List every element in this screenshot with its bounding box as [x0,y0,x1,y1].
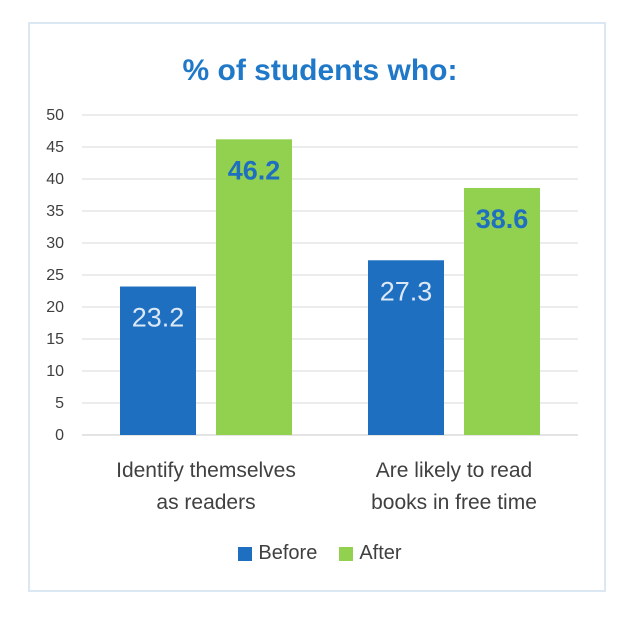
y-tick-label: 10 [46,363,64,380]
y-tick-label: 50 [46,107,64,124]
legend-swatch-after [339,546,354,561]
legend-swatch-before [238,546,253,561]
data-label-after-2: 38.6 [476,204,529,234]
y-tick-label: 45 [46,139,64,156]
bar-before-1 [120,286,196,435]
category-label-2-line-2: books in free time [371,491,537,514]
legend-item-before: Before [238,542,317,565]
bar-after-2 [464,187,540,435]
bar-before-2 [368,260,444,435]
data-label-before-1: 23.2 [132,303,185,333]
y-tick-label: 15 [46,331,64,348]
y-tick-label: 0 [55,427,64,444]
y-tick-label: 25 [46,267,64,284]
y-tick-label: 40 [46,171,64,188]
legend-label-before: Before [258,542,318,564]
y-tick-label: 5 [55,395,64,412]
legend: Before After [0,542,640,565]
y-tick-label: 30 [46,235,64,252]
bar-after-1 [216,139,292,435]
category-label-1-line-2: as readers [156,491,255,514]
category-label-2-line-1: Are likely to read [376,459,532,482]
legend-item-after: After [339,542,402,565]
y-tick-label: 20 [46,299,64,316]
data-label-before-2: 27.3 [380,276,433,306]
category-label-1-line-1: Identify themselves [116,459,296,482]
legend-label-after: After [359,542,402,564]
data-label-after-1: 46.2 [228,155,281,185]
y-tick-label: 35 [46,203,64,220]
chart-title: % of students who: [182,54,458,87]
